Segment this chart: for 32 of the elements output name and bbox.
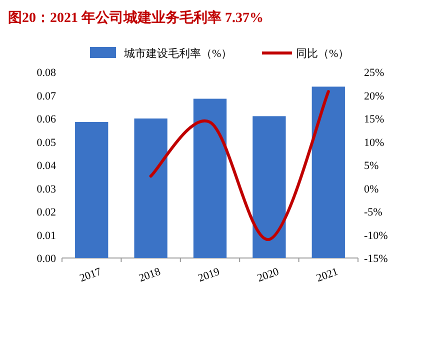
y-tick-label: 0.01	[36, 230, 56, 242]
x-tick-label: 2017	[78, 266, 104, 285]
legend-label: 同比（%）	[296, 47, 350, 60]
y2-tick-label: 5%	[364, 160, 379, 172]
line-series	[149, 90, 330, 241]
y2-tick-label: 10%	[364, 136, 384, 149]
x-tick-label: 2019	[196, 266, 222, 285]
y2-tick-label: 15%	[364, 114, 384, 126]
y2-tick-label: 25%	[364, 67, 384, 79]
legend-label: 城市建设毛利率（%）	[123, 47, 232, 60]
y2-tick-label: -5%	[364, 206, 382, 218]
bar	[252, 116, 286, 258]
bar	[75, 122, 108, 258]
y-tick-label: 0.02	[36, 206, 56, 218]
y-tick-label: 0.07	[36, 90, 56, 102]
bar	[193, 98, 227, 258]
y2-tick-label: 0%	[364, 183, 379, 196]
y2-tick-label: -10%	[364, 230, 388, 242]
x-tick-label: 2018	[137, 266, 163, 285]
y-tick-label: 0.08	[36, 67, 56, 79]
y2-tick-label: -15%	[364, 253, 388, 265]
chart-title: 图20：2021 年公司城建业务毛利率 7.37%	[8, 9, 264, 26]
bar	[134, 118, 168, 258]
y-tick-label: 0.03	[36, 183, 56, 196]
y-tick-label: 0.05	[36, 136, 56, 149]
y-tick-label: 0.00	[36, 253, 56, 265]
x-tick-label: 2020	[256, 266, 282, 285]
y-tick-label: 0.04	[36, 160, 56, 172]
x-tick-label: 2021	[314, 266, 340, 285]
y2-tick-label: 20%	[364, 90, 384, 102]
y-tick-label: 0.06	[36, 114, 56, 126]
bar	[312, 86, 345, 258]
